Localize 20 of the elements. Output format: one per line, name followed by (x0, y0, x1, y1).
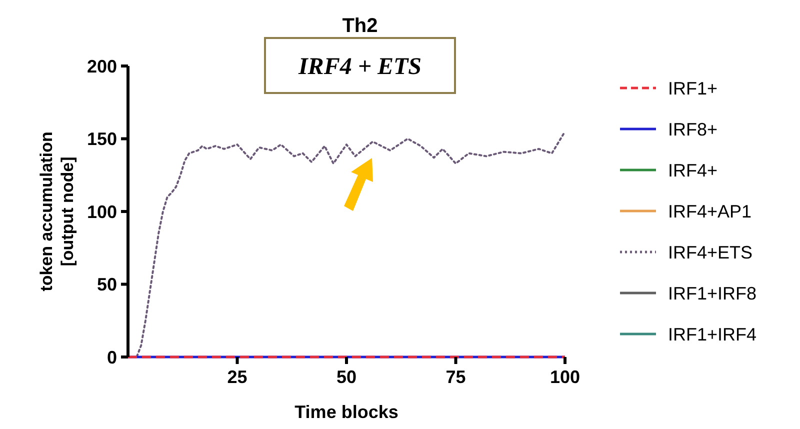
legend-label: IRF4+ (668, 160, 718, 180)
legend-label: IRF4+ETS (668, 242, 753, 262)
x-axis-title: Time blocks (294, 402, 398, 422)
x-tick-label: 75 (446, 367, 466, 387)
legend-label: IRF1+ (668, 78, 718, 98)
x-tick-label: 100 (550, 367, 580, 387)
legend-label: IRF1+IRF4 (668, 324, 757, 344)
y-tick-label: 100 (86, 202, 117, 222)
y-tick-label: 150 (86, 129, 117, 150)
y-tick-label: 200 (86, 56, 117, 76)
chart-subtitle: IRF4 + ETS (297, 54, 422, 80)
x-tick-label: 50 (336, 367, 357, 387)
x-tick-label: 25 (227, 367, 248, 387)
y-tick-label: 50 (96, 274, 117, 295)
legend-label: IRF1+IRF8 (668, 283, 757, 304)
legend-label: IRF4+AP1 (668, 201, 752, 222)
legend-label: IRF8+ (668, 119, 718, 140)
y-axis-title: token accumulation [output node] (37, 132, 77, 292)
y-tick-label: 0 (106, 347, 117, 368)
chart-title: Th2 (342, 15, 378, 37)
